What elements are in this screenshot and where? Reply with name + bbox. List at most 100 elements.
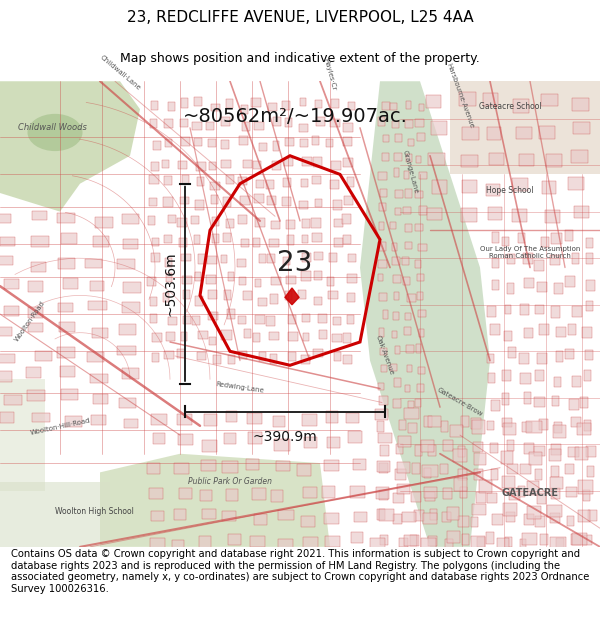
Bar [348,102,355,110]
Bar [237,259,246,268]
Bar [406,101,411,109]
Bar [382,153,389,161]
Bar [286,221,295,229]
Bar [209,337,216,345]
Bar [238,216,247,224]
Bar [551,232,562,244]
Bar [535,304,544,314]
Bar [572,376,581,386]
Bar [512,178,528,191]
Bar [379,118,385,126]
Bar [408,139,415,146]
Bar [447,531,460,543]
Bar [535,469,542,479]
Text: Childwall Woods: Childwall Woods [17,122,86,132]
Bar [472,420,485,434]
Bar [395,469,406,480]
Bar [32,211,47,221]
Bar [254,279,261,287]
Bar [458,469,467,480]
Bar [405,241,412,249]
Bar [350,486,365,498]
Bar [505,304,511,314]
Bar [462,180,477,192]
Bar [538,493,545,504]
Bar [505,538,512,548]
Bar [241,196,250,205]
Bar [259,143,268,151]
Bar [226,411,238,422]
Bar [428,536,437,546]
Bar [152,238,160,246]
Bar [516,127,532,139]
Bar [254,194,264,202]
Bar [342,214,350,224]
Bar [314,271,322,280]
Bar [273,416,285,428]
Bar [406,346,415,353]
Bar [211,104,220,111]
Bar [550,536,566,549]
Text: Childwall·Lane: Childwall·Lane [98,54,142,91]
Bar [191,316,200,325]
Bar [450,425,463,438]
Bar [90,281,104,291]
Bar [182,175,188,184]
Bar [418,309,426,318]
Bar [119,398,136,408]
Bar [391,103,397,110]
Bar [269,332,280,340]
Bar [415,260,421,268]
Bar [380,444,389,456]
Bar [272,161,281,171]
Bar [520,304,529,315]
Bar [27,390,44,401]
Bar [207,256,217,264]
Bar [91,414,106,426]
Bar [251,99,261,107]
Bar [379,202,386,211]
Bar [554,283,563,294]
Bar [122,302,140,313]
Bar [241,239,250,247]
Bar [59,322,74,332]
Bar [519,154,534,166]
Bar [343,234,351,244]
Bar [377,461,390,472]
Bar [431,121,448,134]
Bar [226,489,238,501]
Bar [174,509,186,520]
Bar [238,316,246,324]
Bar [428,153,445,165]
Bar [572,306,582,318]
Bar [0,256,13,266]
Bar [404,171,409,179]
Text: Grange·Lane: Grange·Lane [401,149,419,194]
Bar [124,419,139,428]
Bar [302,234,308,243]
Bar [422,464,437,477]
Bar [168,317,177,325]
Text: Harsbourne·Avenue: Harsbourne·Avenue [445,62,475,129]
Bar [402,258,409,265]
Bar [312,176,322,184]
Bar [299,201,308,209]
Bar [443,488,452,499]
Bar [583,327,592,338]
Bar [393,493,404,503]
Bar [57,213,75,222]
Bar [172,540,184,551]
Text: GATEACRE: GATEACRE [502,488,559,498]
Bar [208,290,217,299]
Bar [239,351,247,359]
Bar [178,161,187,169]
Bar [534,260,544,271]
Bar [393,399,401,408]
Bar [541,237,549,248]
Bar [520,373,530,384]
Bar [325,536,340,547]
Bar [328,437,340,449]
Bar [343,333,352,342]
Bar [266,180,274,189]
Bar [410,536,419,546]
